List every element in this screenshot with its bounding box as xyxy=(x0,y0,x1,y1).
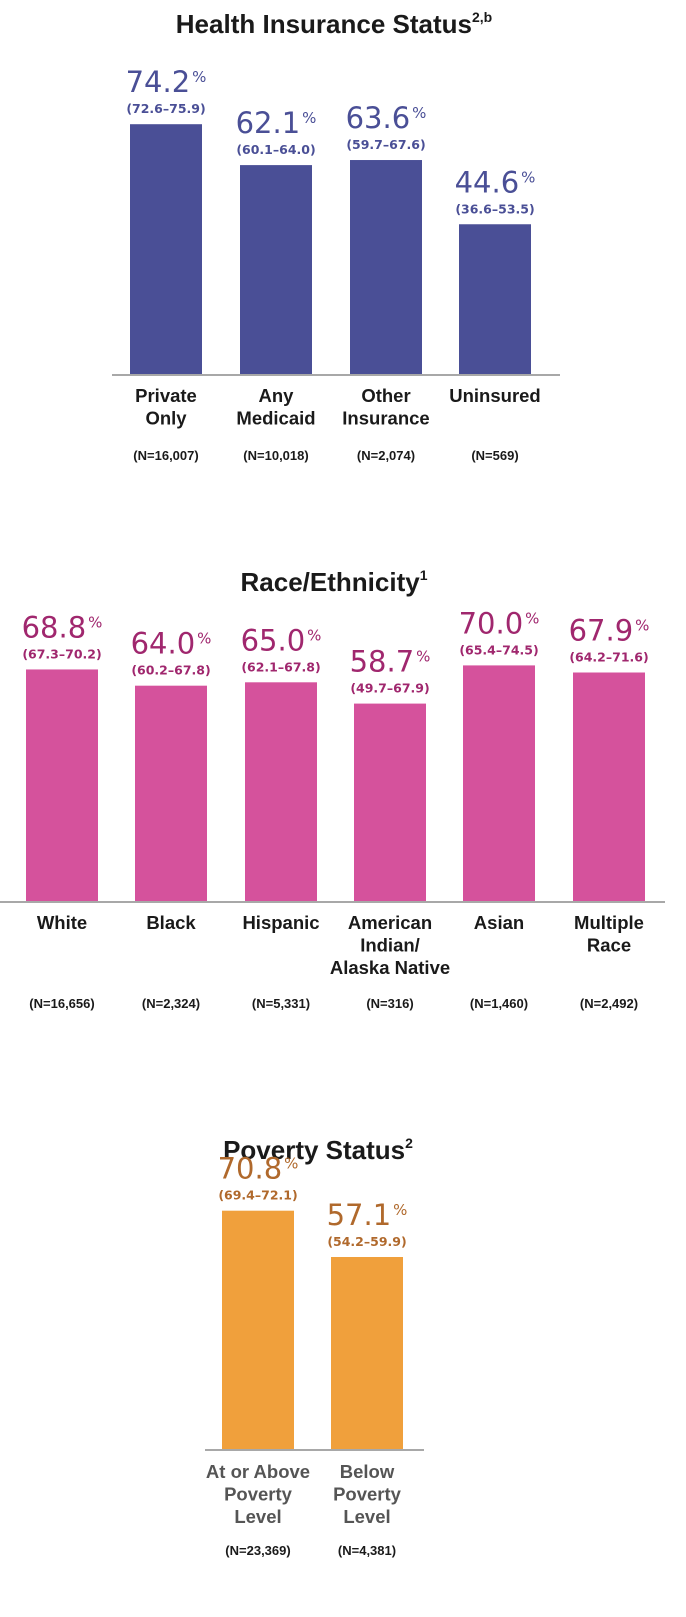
bar xyxy=(573,672,645,902)
category-label: Hispanic xyxy=(242,912,319,933)
bar xyxy=(463,665,535,902)
chart-title: Poverty Status2 xyxy=(223,1135,413,1165)
ci-label: (67.3–70.2) xyxy=(22,646,101,661)
value-label: 74.2% xyxy=(126,65,207,99)
sample-size-label: (N=2,492) xyxy=(580,996,638,1011)
bar xyxy=(130,124,202,375)
value-label: 57.1% xyxy=(327,1198,408,1232)
value-label: 70.0% xyxy=(459,606,540,640)
sample-size-label: (N=316) xyxy=(366,996,413,1011)
ci-label: (54.2–59.9) xyxy=(327,1234,406,1249)
category-label: Private Only xyxy=(135,385,197,429)
bar xyxy=(350,160,422,375)
sample-size-label: (N=4,381) xyxy=(338,1543,396,1558)
category-label: At or Above Poverty Level xyxy=(206,1461,310,1527)
category-label: White xyxy=(37,912,87,933)
chart-panel-race-ethnicity: Race/Ethnicity1 68.8 % (67.3–70.2) White (N=… xyxy=(0,567,665,1011)
bar xyxy=(459,224,531,375)
bar xyxy=(331,1257,403,1450)
value-label: 44.6% xyxy=(455,165,536,199)
sample-size-label: (N=569) xyxy=(471,448,518,463)
category-label: Any Medicaid xyxy=(236,385,315,429)
chart-title: Health Insurance Status2,b xyxy=(176,9,492,39)
category-label: Multiple Race xyxy=(574,912,644,956)
ci-label: (59.7–67.6) xyxy=(346,137,425,152)
category-label: Asian xyxy=(474,912,524,933)
ci-label: (36.6–53.5) xyxy=(455,201,534,216)
chart-title: Race/Ethnicity1 xyxy=(241,567,428,597)
sample-size-label: (N=16,656) xyxy=(29,996,94,1011)
ci-label: (60.1–64.0) xyxy=(236,142,315,157)
category-label: Other Insurance xyxy=(342,385,429,429)
ci-label: (69.4–72.1) xyxy=(218,1188,297,1203)
sample-size-label: (N=16,007) xyxy=(133,448,198,463)
ci-label: (62.1–67.8) xyxy=(241,659,320,674)
category-label: Below Poverty Level xyxy=(333,1461,402,1527)
value-label: 62.1% xyxy=(236,106,317,140)
bar xyxy=(240,165,312,375)
ci-label: (72.6–75.9) xyxy=(126,101,205,116)
bar xyxy=(135,685,207,902)
bar xyxy=(222,1210,294,1450)
ci-label: (65.4–74.5) xyxy=(459,642,538,657)
chart-panel-health-insurance: Health Insurance Status2,b 74.2 % (72.6–75… xyxy=(112,9,560,463)
ci-label: (64.2–71.6) xyxy=(569,649,648,664)
value-label: 68.8% xyxy=(22,610,103,644)
value-label: 65.0% xyxy=(241,623,322,657)
value-label: 67.9% xyxy=(569,613,650,647)
sample-size-label: (N=23,369) xyxy=(225,1543,290,1558)
sample-size-label: (N=1,460) xyxy=(470,996,528,1011)
value-label: 63.6% xyxy=(346,101,427,135)
value-label: 58.7% xyxy=(350,645,431,679)
bar xyxy=(26,669,98,902)
value-label: 70.8% xyxy=(218,1152,299,1186)
bar xyxy=(245,682,317,902)
sample-size-label: (N=5,331) xyxy=(252,996,310,1011)
category-label: Uninsured xyxy=(449,385,540,406)
value-label: 64.0% xyxy=(131,627,212,661)
ci-label: (49.7–67.9) xyxy=(350,681,429,696)
category-label: Black xyxy=(146,912,196,933)
sample-size-label: (N=2,074) xyxy=(357,448,415,463)
ci-label: (60.2–67.8) xyxy=(131,663,210,678)
category-label: American Indian/Alaska Native xyxy=(330,912,450,978)
sample-size-label: (N=10,018) xyxy=(243,448,308,463)
chart-panel-poverty-status: Poverty Status2 70.8 % (69.4–72.1) At or Ab… xyxy=(205,1135,424,1558)
bar xyxy=(354,703,426,902)
sample-size-label: (N=2,324) xyxy=(142,996,200,1011)
